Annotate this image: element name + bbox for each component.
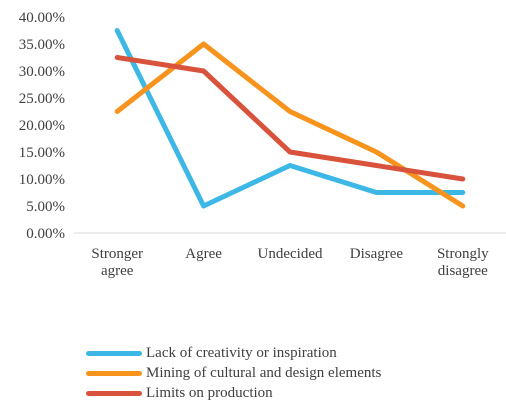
series-line-1: [114, 28, 466, 209]
legend-item: Lack of creativity or inspiration: [86, 343, 381, 363]
x-tick-label: Agree: [185, 246, 222, 262]
x-tick-label: Undecided: [258, 246, 323, 262]
y-tick-label: 20.00%: [19, 118, 65, 134]
y-tick-label: 5.00%: [26, 199, 65, 215]
y-tick-label: 10.00%: [19, 172, 65, 188]
legend-swatch: [86, 390, 142, 396]
series-line-2: [114, 41, 466, 209]
line-chart: 0.00% 5.00% 10.00% 15.00% 20.00% 25.00% 30.00%…: [19, 10, 506, 279]
x-tick-label: Strongly disagree: [437, 246, 489, 279]
series-line-3: [114, 55, 466, 182]
legend: Lack of creativity or inspiration Mining …: [86, 343, 381, 403]
legend-swatch: [86, 350, 142, 356]
legend-label: Limits on production: [146, 385, 273, 401]
legend-label: Lack of creativity or inspiration: [146, 345, 337, 361]
legend-item: Mining of cultural and design elements: [86, 363, 381, 383]
y-tick-label: 15.00%: [19, 145, 65, 161]
y-tick-label: 30.00%: [19, 64, 65, 80]
y-tick-label: 40.00%: [19, 10, 65, 26]
legend-label: Mining of cultural and design elements: [146, 365, 382, 381]
y-tick-label: 25.00%: [19, 91, 65, 107]
x-tick-label: Stronger agree: [91, 246, 143, 279]
legend-swatch: [86, 370, 142, 376]
y-tick-label: 35.00%: [19, 37, 65, 53]
x-tick-label: Disagree: [350, 246, 404, 262]
legend-item: Limits on production: [86, 383, 381, 403]
y-tick-label: 0.00%: [26, 226, 65, 242]
